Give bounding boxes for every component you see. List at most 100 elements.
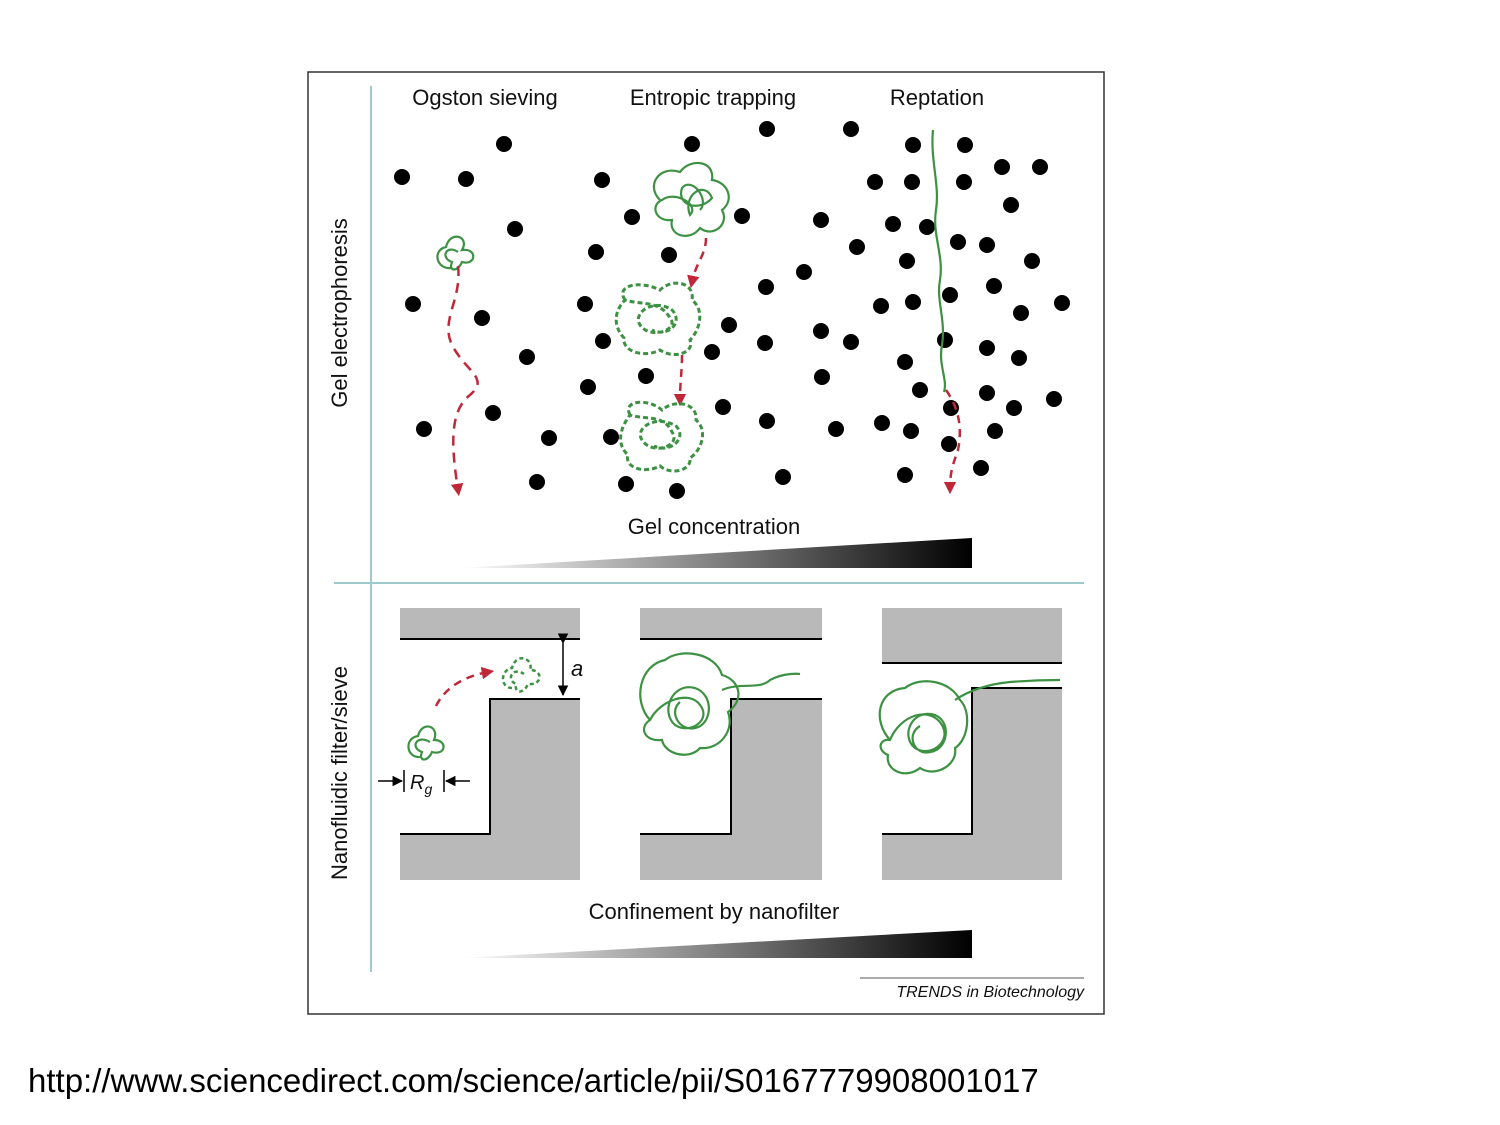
gel-particle [715,399,731,415]
column-title-entropic-trapping: Entropic trapping [630,85,796,110]
gel-particle [979,385,995,401]
migration-path-ogston [447,265,479,497]
trapped-coil-1 [614,281,702,356]
gel-particle [704,344,720,360]
migration-path-reptation [943,389,962,495]
nanofilter-top-wall [400,608,580,639]
nanofilter-panel-entropic [639,608,822,880]
gel-particle [905,137,921,153]
trapping-arrow-1 [687,237,708,289]
gel-particle [867,174,883,190]
gel-particle [849,239,865,255]
gel-particle [994,159,1010,175]
escape-arrow [434,666,495,707]
gel-particle [580,379,596,395]
gel-particle [979,237,995,253]
gel-particle [638,368,654,384]
gel-particle [775,469,791,485]
gel-particle [595,333,611,349]
nanofilter-panel-ogston: a Rg [378,608,583,880]
gel-particle [758,279,774,295]
gel-particle [684,136,700,152]
gel-particle [529,474,545,490]
gel-particle [873,298,889,314]
gel-particle [885,216,901,232]
journal-credit: TRENDS in Biotechnology [896,984,1085,1001]
gel-particle [843,121,859,137]
gel-particle [814,369,830,385]
gel-particle [796,264,812,280]
nanofilter-panel-reptation [878,608,1062,880]
gel-particle [1054,295,1070,311]
small-polymer-coil-ogston [436,235,475,271]
rg-label: Rg [410,772,432,797]
rg-symbol: R [410,772,424,794]
gel-particle [973,460,989,476]
gel-particle [416,421,432,437]
gel-particle [496,136,512,152]
small-polymer-coil-in-gap [501,657,541,693]
gel-particle [957,137,973,153]
gel-particle [405,296,421,312]
section-label-nanofluidic-filter: Nanofluidic filter/sieve [327,666,352,880]
gel-particle [904,174,920,190]
gel-particle [603,429,619,445]
gel-particle [485,405,501,421]
gel-particle [899,253,915,269]
gel-particle [474,310,490,326]
gel-particle [1011,350,1027,366]
gel-particle [874,415,890,431]
rg-subscript: g [424,781,432,797]
gel-concentration-label: Gel concentration [628,514,800,539]
gel-particle [618,476,634,492]
polymer-coil-reptating [878,678,1061,775]
gel-particle [941,436,957,452]
gel-particle [937,332,953,348]
gel-particle [1024,253,1040,269]
gap-label-a: a [571,656,583,681]
polymer-coil-entropic-top [652,162,730,237]
gel-particle [987,423,1003,439]
gel-particle [1032,159,1048,175]
gel-particle [813,212,829,228]
gel-particle [577,296,593,312]
polymer-chain-reptation [931,129,946,393]
small-polymer-coil-inlet [407,725,445,761]
gel-particle [759,413,775,429]
gel-particle [458,171,474,187]
column-title-reptation: Reptation [890,85,984,110]
nanofilter-step-edge [882,687,1062,835]
gel-particle [919,219,935,235]
journal-credit-suffix: in Biotechnology [967,984,1085,1001]
nanofilter-step-edge [640,698,822,835]
trapping-arrow-2 [673,354,687,407]
column-title-ogston-sieving: Ogston sieving [412,85,558,110]
gel-particle [942,287,958,303]
gel-particle [828,421,844,437]
gel-particle [759,121,775,137]
gel-particle [986,278,1002,294]
gel-particle [594,172,610,188]
confinement-wedge [460,930,972,958]
gel-particle [950,234,966,250]
nanofilter-step-edge [400,698,580,835]
gel-particle [721,317,737,333]
trapped-coil-2 [619,400,705,473]
polymer-coil-trapped-entropic [639,652,801,756]
gel-particles [394,121,1070,499]
gel-particle [813,323,829,339]
gel-particle [541,430,557,446]
section-label-gel-electrophoresis: Gel electrophoresis [327,218,352,408]
gel-particle [843,334,859,350]
gel-particle [897,354,913,370]
nanofilter-top-wall [882,608,1062,663]
gel-particle [1013,305,1029,321]
gel-particle [669,483,685,499]
gel-particle [956,174,972,190]
nanofilter-top-wall [640,608,822,639]
gel-particle [734,208,750,224]
source-url[interactable]: http://www.sciencedirect.com/science/art… [28,1062,1039,1099]
gel-particle [979,340,995,356]
gel-particle [624,209,640,225]
